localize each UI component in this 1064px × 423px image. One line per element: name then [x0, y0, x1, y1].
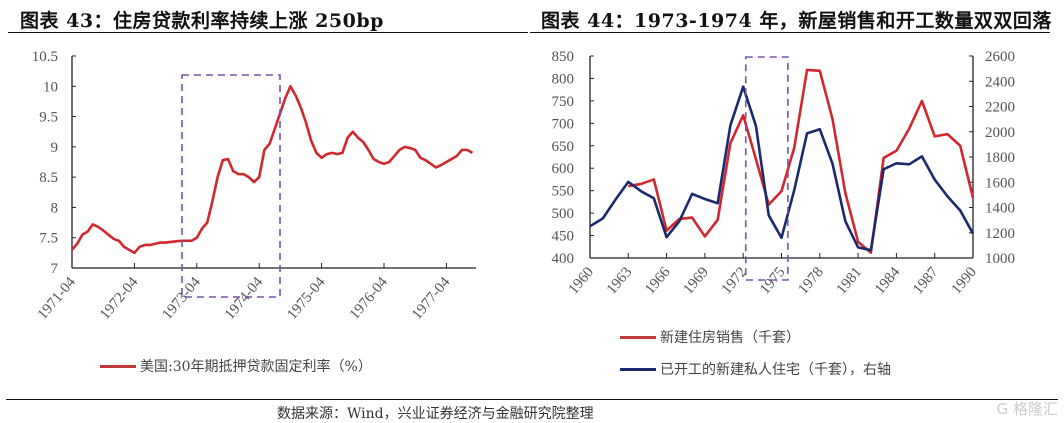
title-rule-right: [530, 32, 1050, 33]
source-note: 数据来源：Wind，兴业证券经济与金融研究院整理: [277, 406, 594, 422]
x-tick-label: 1963: [604, 264, 636, 297]
y-tick-label: 9.5: [39, 110, 58, 126]
y2-tick-label: 2400: [985, 74, 1015, 90]
series-line-new-home-sales: [628, 68, 975, 254]
watermark-logo: G 格隆汇: [996, 400, 1058, 418]
y2-tick-label: 1800: [985, 150, 1015, 166]
y-tick-label: 750: [552, 94, 575, 110]
y2-tick-label: 2600: [985, 49, 1015, 65]
y-tick-label: 7.5: [39, 231, 58, 247]
y2-tick-label: 2200: [985, 100, 1015, 116]
title-rule-left: [8, 32, 528, 33]
footer-rule: [6, 399, 1058, 400]
legend-label: 已开工的新建私人住宅（千套），右轴: [660, 362, 891, 378]
y2-tick-label: 1200: [985, 226, 1015, 242]
x-tick-label: 1975: [757, 264, 789, 297]
y-tick-label: 400: [552, 251, 575, 267]
y2-tick-label: 1400: [985, 201, 1015, 217]
y-tick-label: 450: [552, 229, 575, 245]
legend-sales: 新建住房销售（千套）: [620, 327, 800, 347]
series-line-housing-starts: [589, 85, 975, 252]
y2-tick-label: 1600: [985, 175, 1015, 191]
legend-starts: 已开工的新建私人住宅（千套），右轴: [620, 359, 891, 379]
legend-rate: 美国:30年期抵押贷款固定利率（%）: [100, 356, 372, 376]
legend-label: 新建住房销售（千套）: [660, 330, 800, 346]
y-tick-label: 10: [43, 79, 58, 95]
legend-swatch-red: [100, 364, 136, 368]
series-line-mortgage-rate: [71, 84, 474, 255]
y-tick-label: 7: [51, 261, 59, 277]
y-tick-label: 8: [51, 200, 59, 216]
y-tick-label: 650: [552, 139, 575, 155]
highlight-box: [744, 56, 789, 281]
x-tick-label: 1990: [949, 264, 981, 297]
x-tick-label: 1966: [642, 264, 674, 298]
y-tick-label: 800: [552, 71, 575, 87]
x-tick-label: 1981: [834, 264, 866, 297]
y2-tick-label: 1000: [985, 251, 1015, 267]
highlight-box: [181, 74, 281, 298]
legend-swatch-blue: [620, 367, 656, 371]
x-tick-label: 1984: [872, 264, 904, 298]
y-tick-label: 8.5: [39, 170, 58, 186]
legend-label: 美国:30年期抵押贷款固定利率（%）: [140, 359, 372, 375]
x-tick-label: 1987: [910, 264, 942, 298]
y2-tick-label: 2000: [985, 125, 1015, 141]
y-tick-label: 850: [552, 49, 575, 65]
x-tick-label: 1978: [795, 264, 827, 297]
chart-44-title: 图表 44：1973-1974 年，新屋销售和开工数量双双回落: [541, 10, 1052, 32]
legend-swatch-red: [620, 335, 656, 339]
y-tick-label: 9: [51, 140, 59, 156]
y-tick-label: 10.5: [32, 49, 58, 65]
housing-chart: 850 800 750 700 650 600 550 500 450 400 2600 2400 22…: [552, 49, 1016, 298]
x-tick-label: 1960: [566, 264, 598, 297]
y-tick-label: 550: [552, 184, 575, 200]
y-tick-label: 700: [552, 116, 575, 132]
chart-43-title: 图表 43：住房贷款利率持续上涨 250bp: [20, 10, 384, 32]
y-tick-label: 500: [552, 206, 575, 222]
y-tick-label: 600: [552, 161, 575, 177]
x-tick-label: 1969: [680, 264, 712, 297]
